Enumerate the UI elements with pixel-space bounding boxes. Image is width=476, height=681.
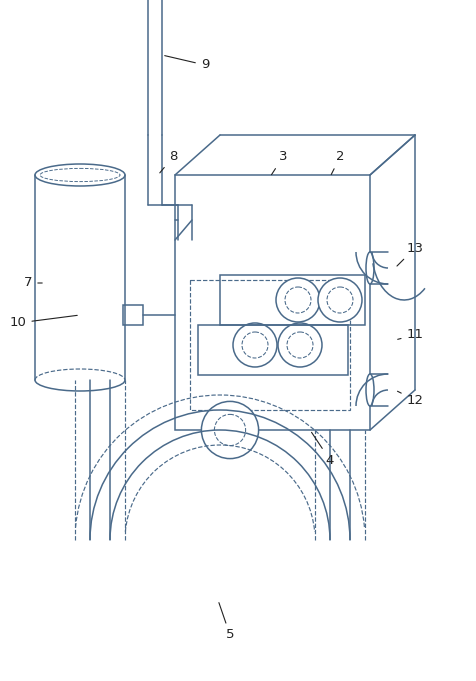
Text: 7: 7: [24, 276, 42, 289]
Text: 9: 9: [165, 56, 209, 72]
Text: 3: 3: [271, 151, 287, 174]
Ellipse shape: [40, 168, 120, 182]
Ellipse shape: [285, 287, 311, 313]
Ellipse shape: [327, 287, 353, 313]
Text: 8: 8: [160, 151, 177, 173]
Ellipse shape: [242, 332, 268, 358]
Ellipse shape: [233, 323, 277, 367]
Text: 2: 2: [331, 151, 344, 174]
Text: 5: 5: [219, 603, 234, 642]
Bar: [190, 280, 350, 410]
Ellipse shape: [318, 278, 362, 322]
Ellipse shape: [214, 415, 246, 445]
Ellipse shape: [287, 332, 313, 358]
Ellipse shape: [276, 278, 320, 322]
Ellipse shape: [278, 323, 322, 367]
Ellipse shape: [366, 374, 374, 406]
Text: 12: 12: [397, 392, 424, 407]
Bar: [175, 175, 370, 430]
Bar: [123, 305, 143, 325]
Text: 11: 11: [397, 328, 424, 341]
Ellipse shape: [366, 252, 374, 284]
Text: 4: 4: [312, 432, 334, 466]
Text: 13: 13: [397, 242, 424, 266]
Text: 10: 10: [10, 315, 77, 330]
Ellipse shape: [35, 164, 125, 186]
Ellipse shape: [201, 401, 258, 458]
